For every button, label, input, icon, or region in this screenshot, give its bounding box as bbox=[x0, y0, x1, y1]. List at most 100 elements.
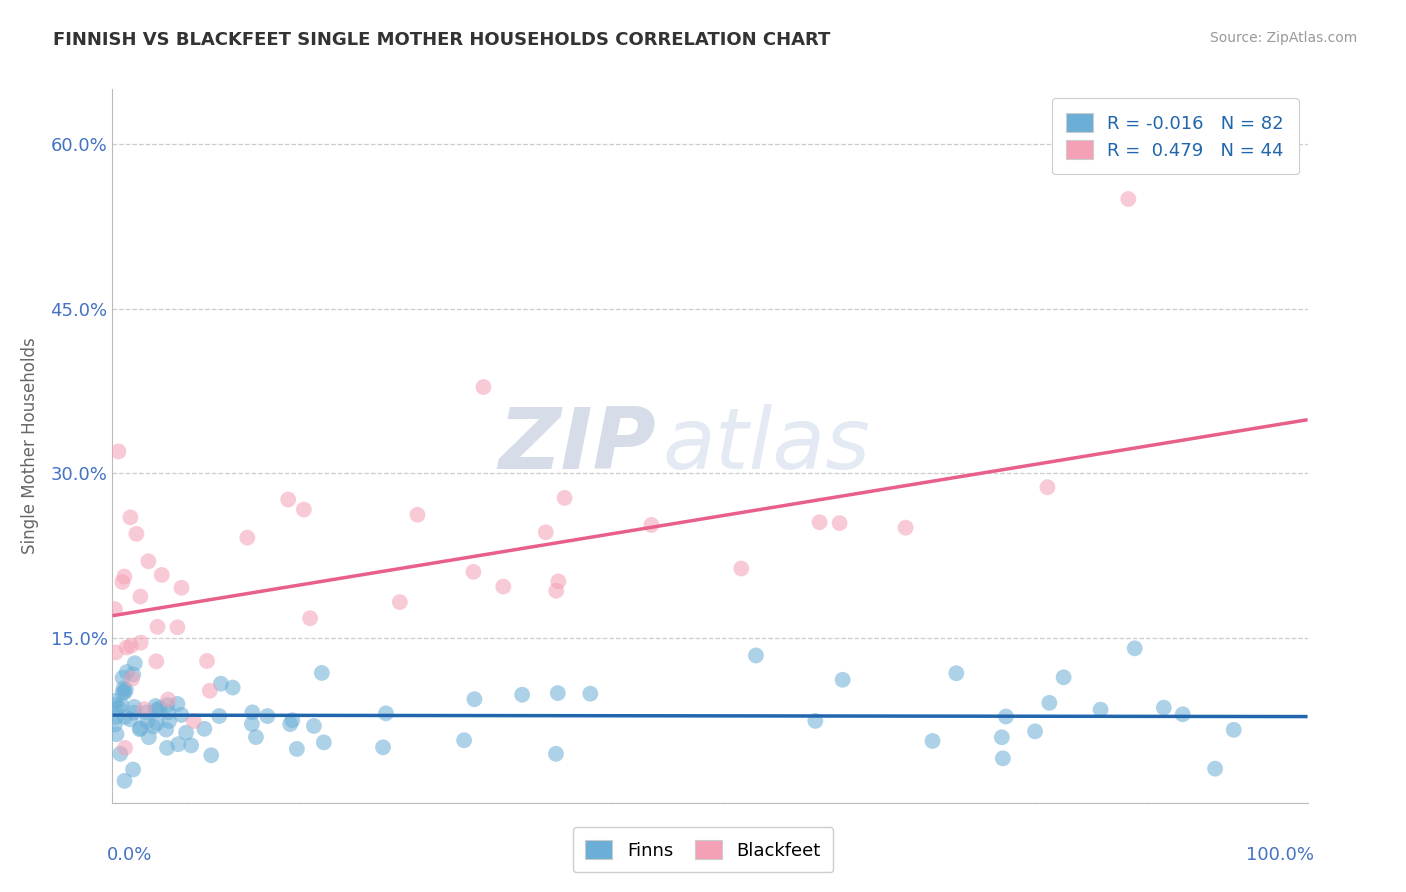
Point bbox=[292, 502, 315, 516]
Legend: R = -0.016   N = 82, R =  0.479   N = 44: R = -0.016 N = 82, R = 0.479 N = 44 bbox=[1052, 98, 1299, 174]
Point bbox=[1052, 670, 1074, 684]
Point bbox=[114, 740, 136, 755]
Point bbox=[1036, 480, 1059, 494]
Point bbox=[1090, 703, 1112, 717]
Point bbox=[640, 517, 662, 532]
Point bbox=[120, 510, 142, 524]
Point bbox=[1153, 700, 1175, 714]
Point bbox=[157, 714, 180, 728]
Point bbox=[311, 665, 333, 680]
Point bbox=[122, 667, 145, 681]
Point bbox=[547, 686, 569, 700]
Point bbox=[122, 706, 145, 720]
Point bbox=[146, 716, 169, 731]
Y-axis label: Single Mother Households: Single Mother Households bbox=[21, 338, 39, 554]
Point bbox=[245, 730, 267, 744]
Point bbox=[120, 639, 142, 653]
Point bbox=[312, 735, 335, 749]
Point bbox=[472, 380, 495, 394]
Point bbox=[104, 694, 127, 708]
Point bbox=[111, 574, 134, 589]
Point bbox=[129, 590, 152, 604]
Point bbox=[166, 620, 188, 634]
Point bbox=[195, 654, 218, 668]
Point bbox=[138, 554, 160, 568]
Point bbox=[145, 654, 167, 668]
Point bbox=[136, 714, 159, 729]
Point bbox=[579, 687, 602, 701]
Point bbox=[120, 713, 142, 727]
Point bbox=[115, 665, 138, 679]
Point bbox=[138, 730, 160, 744]
Point bbox=[129, 635, 152, 649]
Text: Source: ZipAtlas.com: Source: ZipAtlas.com bbox=[1209, 31, 1357, 45]
Point bbox=[492, 580, 515, 594]
Point bbox=[129, 721, 152, 735]
Point bbox=[135, 706, 157, 720]
Point bbox=[256, 709, 278, 723]
Point bbox=[114, 710, 136, 724]
Point bbox=[121, 672, 143, 686]
Point bbox=[183, 714, 205, 728]
Point bbox=[110, 698, 132, 713]
Point bbox=[406, 508, 429, 522]
Legend: Finns, Blackfeet: Finns, Blackfeet bbox=[572, 827, 834, 872]
Point bbox=[170, 581, 193, 595]
Point bbox=[156, 740, 179, 755]
Point bbox=[534, 525, 557, 540]
Point bbox=[145, 703, 167, 717]
Point bbox=[242, 706, 264, 720]
Point bbox=[114, 773, 136, 788]
Point bbox=[236, 531, 259, 545]
Point bbox=[277, 492, 299, 507]
Point bbox=[145, 698, 167, 713]
Point bbox=[208, 709, 231, 723]
Point bbox=[278, 717, 301, 731]
Point bbox=[554, 491, 576, 505]
Point bbox=[546, 583, 568, 598]
Point bbox=[1171, 707, 1194, 722]
Point bbox=[180, 739, 202, 753]
Point bbox=[1038, 696, 1060, 710]
Point bbox=[1204, 762, 1226, 776]
Point bbox=[221, 681, 243, 695]
Point bbox=[921, 734, 943, 748]
Point bbox=[104, 698, 127, 712]
Point bbox=[111, 686, 134, 700]
Point bbox=[991, 731, 1014, 745]
Point bbox=[198, 683, 221, 698]
Point bbox=[828, 516, 851, 530]
Point bbox=[371, 740, 394, 755]
Point bbox=[375, 706, 398, 721]
Text: atlas: atlas bbox=[662, 404, 870, 488]
Point bbox=[285, 742, 308, 756]
Point bbox=[1123, 641, 1146, 656]
Point bbox=[193, 722, 215, 736]
Point bbox=[209, 676, 232, 690]
Point bbox=[945, 666, 967, 681]
Point bbox=[125, 526, 148, 541]
Point bbox=[124, 657, 146, 671]
Point bbox=[281, 713, 304, 727]
Point bbox=[107, 444, 129, 458]
Point bbox=[166, 697, 188, 711]
Point bbox=[157, 692, 180, 706]
Point bbox=[1118, 192, 1140, 206]
Point bbox=[302, 719, 325, 733]
Point bbox=[453, 733, 475, 747]
Text: ZIP: ZIP bbox=[499, 404, 657, 488]
Point bbox=[894, 521, 917, 535]
Point bbox=[128, 723, 150, 737]
Point bbox=[831, 673, 853, 687]
Point bbox=[155, 723, 177, 737]
Point bbox=[157, 706, 180, 720]
Point bbox=[547, 574, 569, 589]
Point bbox=[105, 727, 128, 741]
Point bbox=[808, 515, 831, 529]
Point bbox=[1024, 724, 1046, 739]
Point bbox=[745, 648, 768, 663]
Point bbox=[510, 688, 533, 702]
Point bbox=[150, 568, 173, 582]
Point bbox=[112, 569, 135, 583]
Point bbox=[156, 698, 179, 712]
